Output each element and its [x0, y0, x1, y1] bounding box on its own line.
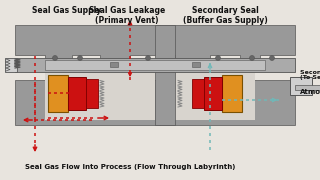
Text: Seal Gas Leakage
(Primary Vent): Seal Gas Leakage (Primary Vent) — [89, 6, 165, 25]
Bar — [86, 79, 98, 108]
Polygon shape — [15, 80, 160, 125]
Circle shape — [52, 55, 58, 60]
Bar — [192, 79, 204, 108]
Text: Seal Gas Supply: Seal Gas Supply — [32, 6, 101, 15]
Polygon shape — [160, 25, 295, 62]
Bar — [192, 62, 200, 67]
Bar — [15, 58, 295, 72]
Bar — [110, 62, 118, 67]
Circle shape — [269, 55, 275, 60]
Circle shape — [215, 55, 220, 60]
Bar — [48, 75, 68, 112]
Bar — [204, 77, 222, 110]
Text: Secondary Seal Leakage
(To Secondary Vent): Secondary Seal Leakage (To Secondary Ven… — [300, 70, 320, 80]
Polygon shape — [160, 80, 295, 125]
Bar — [155, 25, 175, 125]
Bar — [290, 77, 312, 95]
Text: Secondary Seal
(Buffer Gas Supply): Secondary Seal (Buffer Gas Supply) — [183, 6, 268, 25]
Bar — [295, 85, 320, 90]
Bar — [45, 65, 155, 120]
Text: Seal Gas Flow Into Process (Flow Through Labyrinth): Seal Gas Flow Into Process (Flow Through… — [25, 164, 235, 170]
Bar — [45, 60, 265, 70]
Bar — [5, 58, 17, 72]
Text: Atmosphere: Atmosphere — [300, 89, 320, 95]
Circle shape — [250, 55, 254, 60]
Bar — [175, 65, 255, 120]
Circle shape — [77, 55, 83, 60]
Polygon shape — [15, 25, 160, 62]
Bar — [222, 75, 242, 112]
Circle shape — [146, 55, 150, 60]
Bar — [68, 77, 86, 110]
